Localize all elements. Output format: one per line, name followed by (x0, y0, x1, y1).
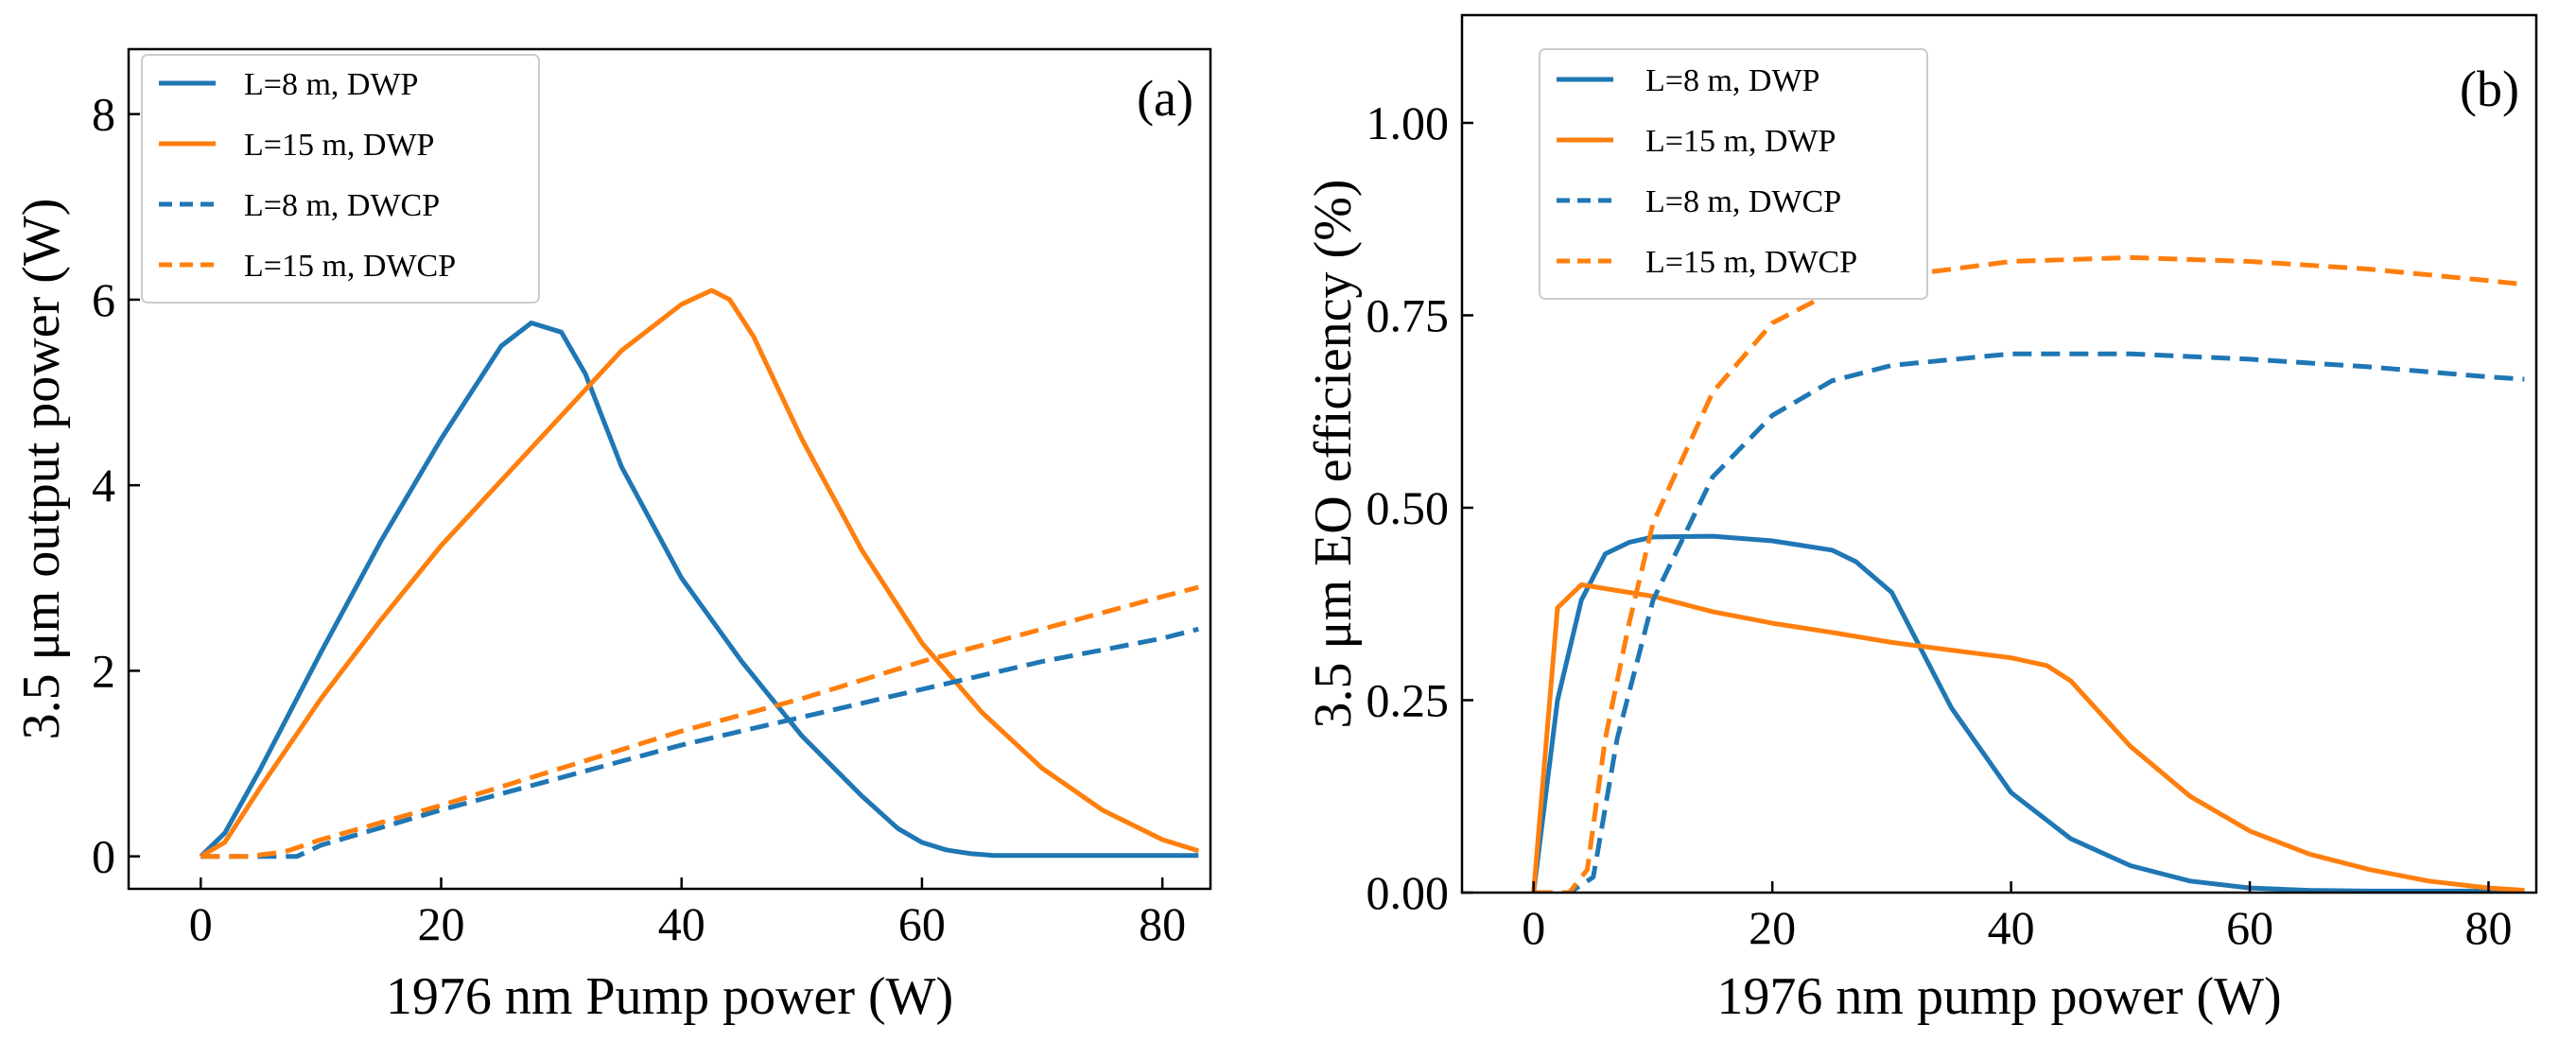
legend-entry: L=15 m, DWCP (1557, 245, 1857, 280)
x-tick-label: 60 (898, 897, 946, 950)
y-tick-label: 2 (92, 644, 115, 697)
panel-b: 0 20 40 60 80 0.00 0.25 0.50 0.75 1.00 1976 nm p… (1304, 13, 2538, 1026)
legend-label: L=15 m, DWCP (1645, 245, 1857, 280)
legend-box-b (1539, 48, 1928, 300)
y-tick-label: 0 (92, 830, 115, 883)
x-tick-label: 40 (1988, 901, 2035, 954)
x-tick-label: 0 (189, 897, 213, 950)
y-tick-label: 0.25 (1366, 673, 1450, 726)
x-tick-label: 40 (658, 897, 705, 950)
legend-label: L=8 m, DWCP (1645, 184, 1841, 219)
y-tick-label: 8 (92, 88, 115, 141)
legend-label: L=15 m, DWP (1645, 124, 1836, 159)
legend-entry: L=15 m, DWP (159, 128, 434, 163)
panel-label-a: (a) (1137, 70, 1193, 127)
y-axis-label-b: 3.5 μm EO efficiency (%) (1304, 180, 1363, 729)
axes-frame-a (127, 47, 1212, 891)
series-line (200, 626, 1199, 860)
series-line (1531, 582, 2525, 893)
x-tick-label: 80 (2465, 901, 2513, 954)
legend-label: L=8 m, DWCP (244, 188, 440, 223)
legend-label: L=15 m, DWP (244, 128, 434, 163)
series-line (200, 584, 1199, 860)
series-line (1533, 254, 2525, 893)
legend-label: L=15 m, DWCP (244, 249, 456, 284)
x-tick-label: 0 (1522, 901, 1545, 954)
plot-area-a (199, 287, 1200, 860)
y-tick-label: 0.00 (1366, 866, 1450, 919)
y-tick-label: 6 (92, 273, 115, 326)
x-ticks-b: 0 20 40 60 80 (1522, 881, 2513, 954)
panel-label-b: (b) (2460, 61, 2519, 117)
legend-label: L=8 m, DWP (1645, 63, 1819, 98)
axes-frame-b (1460, 13, 2538, 894)
x-tick-label: 80 (1139, 897, 1186, 950)
series-line (199, 321, 1199, 859)
y-ticks-a: 0 2 4 6 8 (92, 88, 140, 883)
series-line (200, 287, 1200, 859)
legend-entry: L=8 m, DWCP (1557, 184, 1841, 219)
legend-a: L=8 m, DWP L=15 m, DWP L=8 m, DWCP L=15 … (141, 54, 540, 304)
x-axis-label-b: 1976 nm pump power (W) (1716, 967, 2281, 1026)
x-ticks-a: 0 20 40 60 80 (189, 877, 1186, 950)
legend-entry: L=8 m, DWCP (159, 188, 440, 223)
legend-b: L=8 m, DWP L=15 m, DWP L=8 m, DWCP L=15 … (1539, 48, 1928, 300)
legend-label: L=8 m, DWP (244, 67, 418, 102)
y-tick-label: 1.00 (1366, 96, 1450, 149)
panel-a: 0 20 40 60 80 0 2 4 6 8 1976 nm Pump power (W) 3… (12, 47, 1212, 1026)
x-tick-label: 60 (2226, 901, 2273, 954)
legend-entry: L=15 m, DWCP (159, 249, 456, 284)
legend-box-a (141, 54, 540, 304)
x-tick-label: 20 (1749, 901, 1796, 954)
y-tick-label: 0.50 (1366, 481, 1450, 534)
legend-entry: L=8 m, DWP (159, 67, 418, 102)
x-tick-label: 20 (417, 897, 464, 950)
legend-entry: L=8 m, DWP (1557, 63, 1819, 98)
y-ticks-b: 0.00 0.25 0.50 0.75 1.00 (1366, 96, 1473, 919)
series-line (1533, 351, 2525, 893)
legend-entry: L=15 m, DWP (1557, 124, 1836, 159)
y-tick-label: 4 (92, 459, 115, 512)
x-axis-label-a: 1976 nm Pump power (W) (386, 967, 953, 1026)
series-line (1531, 533, 2525, 893)
y-axis-label-a: 3.5 μm output power (W) (12, 199, 71, 740)
y-tick-label: 0.75 (1366, 288, 1450, 341)
plot-area-b (1531, 254, 2525, 893)
